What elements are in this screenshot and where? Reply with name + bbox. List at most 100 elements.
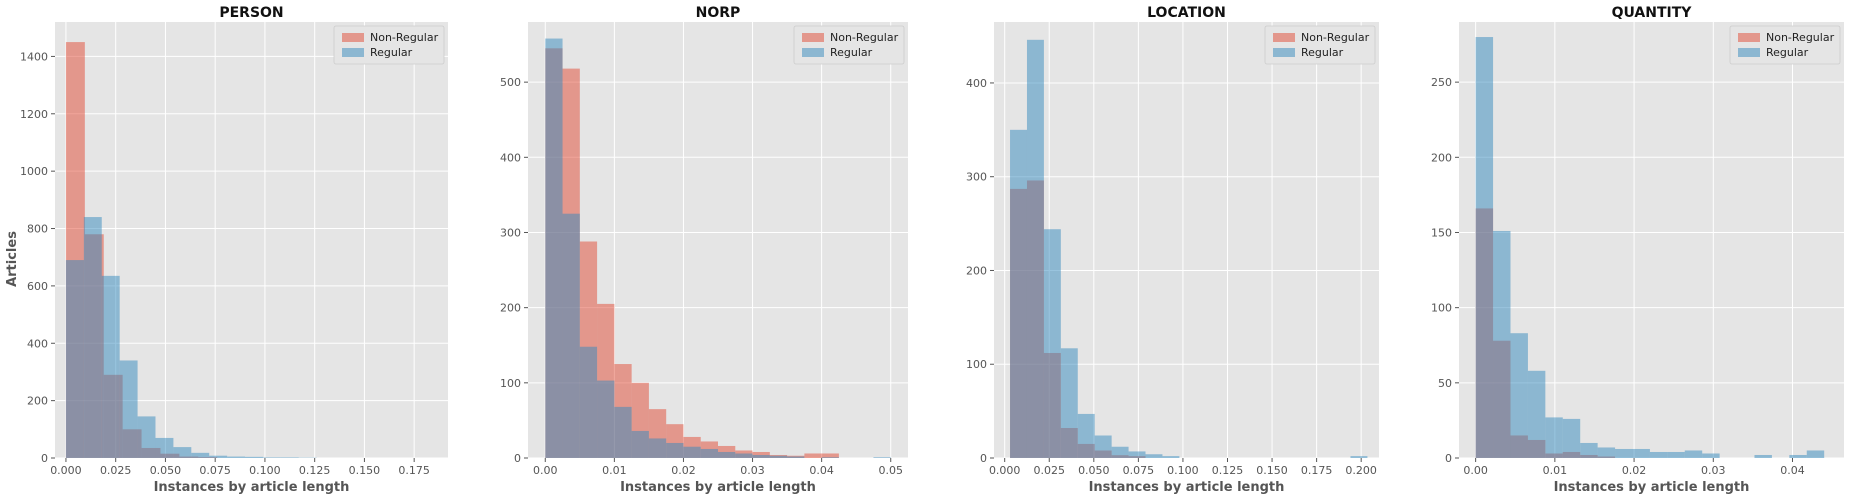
x-axis-label: Instances by article length — [154, 480, 350, 495]
bar-regular — [119, 360, 138, 458]
bar-regular — [1060, 348, 1078, 458]
bar-regular — [545, 38, 563, 458]
y-tick-label: 300 — [966, 171, 987, 184]
bar-regular — [821, 457, 839, 458]
legend-swatch — [1273, 33, 1295, 42]
bar-regular — [1684, 450, 1703, 458]
legend-label: Regular — [1766, 46, 1809, 59]
bar-regular — [1667, 451, 1685, 458]
x-tick-label: 0.025 — [100, 464, 132, 477]
bar-regular — [735, 453, 753, 458]
x-tick-label: 0.01 — [602, 464, 627, 477]
x-tick-label: 0.02 — [671, 464, 696, 477]
bar-regular — [1754, 454, 1772, 458]
y-tick-label: 400 — [27, 337, 48, 350]
x-tick-label: 0.01 — [1543, 464, 1568, 477]
bar-regular — [65, 260, 84, 458]
x-tick-label: 0.200 — [1345, 464, 1377, 477]
x-axis-label: Instances by article length — [1554, 480, 1750, 495]
bar-regular — [873, 457, 891, 458]
bar-regular — [101, 275, 120, 458]
bar-regular — [1562, 418, 1581, 458]
bar-regular — [227, 456, 246, 458]
bar-regular — [1649, 451, 1668, 458]
x-tick-label: 0.150 — [349, 464, 381, 477]
y-axis-label: Articles — [5, 231, 20, 287]
x-tick-label: 0.075 — [199, 464, 231, 477]
bar-regular — [1493, 230, 1511, 458]
y-tick-label: 100 — [500, 377, 521, 390]
y-tick-label: 800 — [27, 223, 48, 236]
bar-regular — [155, 437, 174, 458]
x-tick-label: 0.050 — [150, 464, 182, 477]
bar-regular — [562, 213, 580, 458]
legend-swatch — [802, 48, 824, 57]
x-axis-label: Instances by article length — [620, 480, 816, 495]
bar-regular — [83, 217, 102, 458]
y-tick-label: 400 — [500, 151, 521, 164]
y-tick-label: 200 — [966, 264, 987, 277]
bar-regular — [1597, 447, 1616, 458]
bar-regular — [614, 406, 632, 458]
y-tick-label: 1000 — [20, 165, 48, 178]
chart-title: LOCATION — [1147, 5, 1226, 21]
legend-swatch — [342, 33, 364, 42]
bar-regular — [631, 430, 649, 458]
chart-panel-location: 0.000 0.025 0.050 0.075 0.100 0.125 0.150 0.175… — [966, 5, 1379, 495]
x-tick-label: 0.150 — [1256, 464, 1288, 477]
bar-regular — [1026, 39, 1044, 458]
bar-regular — [1128, 451, 1146, 458]
x-tick-label: 0.125 — [1212, 464, 1244, 477]
bar-regular — [1350, 456, 1368, 458]
y-tick-label: 0 — [514, 452, 521, 465]
x-tick-label: 0.175 — [398, 464, 430, 477]
bar-non-regular — [821, 453, 839, 458]
x-tick-label: 0.125 — [299, 464, 331, 477]
chart-title: NORP — [696, 5, 741, 21]
bar-regular — [1702, 453, 1720, 458]
y-tick-label: 200 — [1431, 151, 1452, 164]
x-tick-label: 0.03 — [1701, 464, 1726, 477]
bar-regular — [1043, 229, 1061, 458]
legend-label: Regular — [370, 46, 413, 59]
bar-regular — [1632, 448, 1650, 458]
legend-swatch — [802, 33, 824, 42]
y-tick-label: 250 — [1431, 76, 1452, 89]
chart-title: QUANTITY — [1612, 5, 1693, 21]
y-tick-label: 600 — [27, 280, 48, 293]
bar-regular — [173, 447, 192, 458]
x-tick-label: 0.04 — [809, 464, 834, 477]
bar-regular — [1010, 129, 1027, 459]
bar-regular — [597, 380, 615, 458]
bar-regular — [280, 457, 299, 458]
chart-panel-quantity: 0.00 0.01 0.02 0.03 0.04 0 50 100 150 200 250 QUANT… — [1431, 5, 1844, 495]
legend: Non-Regular Regular — [793, 25, 905, 65]
bar-regular — [1545, 417, 1563, 458]
bar-regular — [752, 454, 770, 458]
x-tick-label: 0.04 — [1780, 464, 1805, 477]
x-tick-label: 0.02 — [1622, 464, 1647, 477]
x-tick-label: 0.100 — [1167, 464, 1199, 477]
y-tick-label: 50 — [1438, 377, 1452, 390]
legend-swatch — [1273, 48, 1295, 57]
chart-panel-person: 0.000 0.025 0.050 0.075 0.100 0.125 0.150 0.175… — [20, 5, 448, 495]
y-tick-label: 400 — [966, 77, 987, 90]
legend: Non-Regular Regular — [1264, 25, 1376, 65]
bar-regular — [1162, 456, 1180, 458]
bar-regular — [769, 455, 788, 458]
bar-regular — [1094, 435, 1112, 458]
legend-label: Regular — [830, 46, 873, 59]
bar-regular — [718, 451, 736, 458]
bar-regular — [1475, 37, 1494, 458]
x-tick-label: 0.05 — [878, 464, 903, 477]
bar-regular — [1806, 450, 1825, 458]
legend-swatch — [1738, 48, 1760, 57]
bar-regular — [245, 456, 263, 458]
y-tick-label: 1400 — [20, 50, 48, 63]
x-tick-label: 0.075 — [1123, 464, 1155, 477]
legend-label: Regular — [1301, 46, 1344, 59]
bar-regular — [700, 448, 718, 458]
bar-regular — [137, 416, 156, 458]
bar-regular — [1510, 333, 1528, 458]
